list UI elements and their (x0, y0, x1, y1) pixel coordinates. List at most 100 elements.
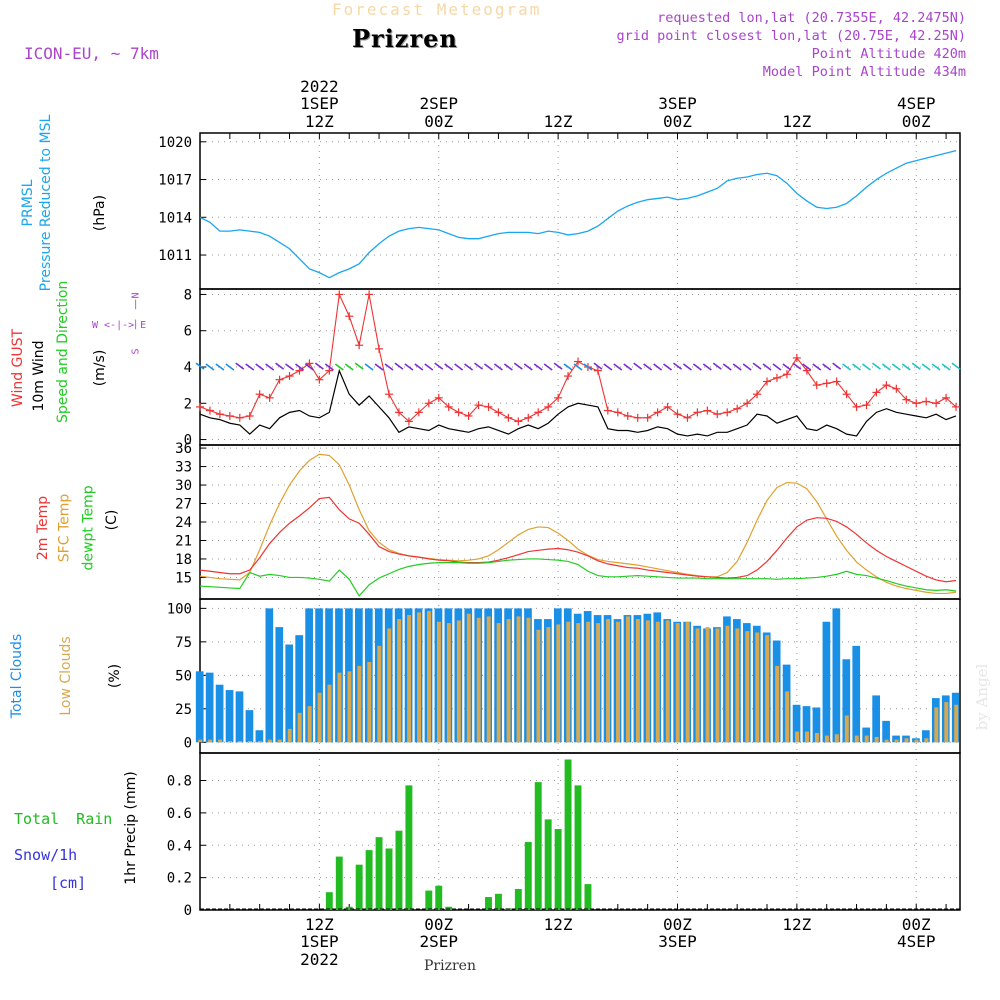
bar-low-clouds (287, 728, 292, 743)
wind-direction-arrow-icon (682, 363, 692, 371)
bar-low-clouds (576, 623, 581, 743)
y-tick-label: 25 (175, 702, 192, 718)
wind-direction-arrow-icon (732, 363, 742, 371)
bar-total-clouds (285, 644, 294, 743)
bar-low-clouds (228, 740, 233, 743)
bar-low-clouds (446, 623, 451, 743)
bar-low-clouds (337, 672, 342, 743)
y-tick-label: 1020 (158, 135, 192, 151)
wind-direction-arrow-icon (533, 363, 543, 371)
wind-direction-arrow-icon (205, 363, 215, 371)
bar-low-clouds (238, 740, 242, 743)
label-low-clouds: Low Clouds (58, 636, 74, 716)
wind-direction-arrow-icon (255, 363, 265, 371)
wind-direction-arrow-icon (294, 363, 304, 371)
time-label-top-hour: 00Z (902, 112, 931, 131)
wind-direction-arrow-icon (871, 362, 881, 370)
bar-low-clouds (397, 619, 402, 743)
bar-low-clouds (755, 632, 760, 743)
wind-direction-arrow-icon (762, 363, 772, 371)
wind-direction-arrow-icon (354, 362, 364, 370)
bar-low-clouds (665, 620, 670, 743)
wind-direction-arrow-icon (862, 363, 871, 371)
y-tick-label: 1014 (158, 210, 192, 226)
bar-low-clouds (874, 736, 879, 743)
wind-direction-arrow-icon (603, 363, 613, 371)
wind-direction-arrow-icon (842, 363, 852, 371)
time-label-top-hour: 00Z (424, 112, 453, 131)
bar-low-clouds (655, 621, 660, 743)
wind-direction-arrow-icon (484, 363, 493, 371)
bar-low-clouds (596, 623, 601, 743)
wind-direction-arrow-icon (593, 362, 603, 370)
time-label-top-hour: 12Z (305, 112, 334, 131)
bar-low-clouds (516, 616, 521, 743)
bar-low-clouds (347, 671, 352, 743)
y-tick-label: 21 (175, 533, 192, 549)
bar-total-clouds (852, 645, 861, 743)
bar-low-clouds (546, 627, 551, 743)
bar-low-clouds (277, 739, 282, 743)
bar-total-clouds (792, 704, 801, 743)
y-tick-label: 1011 (158, 248, 192, 264)
bar-low-clouds (894, 739, 899, 743)
bar-low-clouds (198, 739, 203, 743)
bar-low-clouds (795, 731, 800, 743)
wind-direction-arrow-icon (712, 362, 722, 370)
y-tick-label: 75 (175, 635, 192, 651)
footer-location: Prizren (424, 958, 476, 974)
bar-low-clouds (715, 628, 720, 743)
bar-total-clouds (922, 730, 930, 743)
wind-direction-arrow-icon (225, 363, 235, 371)
wind-direction-arrow-icon (543, 363, 553, 371)
time-label-top-year: 2022 (300, 77, 339, 96)
y-tick-label: 15 (175, 570, 192, 586)
bar-low-clouds (616, 621, 620, 743)
bar-low-clouds (387, 628, 392, 743)
bar-total-clouds (325, 608, 333, 743)
wind-direction-arrow-icon (742, 363, 752, 371)
bar-low-clouds (357, 665, 362, 743)
wind-direction-arrow-icon (324, 363, 334, 371)
bar-low-clouds (635, 619, 640, 743)
y-tick-label: 0 (184, 433, 192, 449)
bar-total-rain (584, 884, 592, 910)
series-line-10m-wind (199, 368, 957, 437)
y-tick-label: 6 (184, 324, 192, 340)
wind-direction-arrow-icon (404, 363, 414, 371)
bar-total-rain (425, 890, 433, 910)
bar-low-clouds (496, 623, 501, 743)
wind-direction-arrow-icon (334, 363, 344, 371)
wind-direction-arrow-icon (235, 362, 245, 370)
label-celsius: (C) (104, 509, 120, 531)
bar-low-clouds (695, 628, 700, 743)
label-sfc-temp: SFC Temp (56, 493, 73, 563)
bar-low-clouds (924, 738, 929, 743)
bar-total-rain (325, 892, 333, 910)
bar-total-clouds (195, 671, 204, 743)
bar-low-clouds (267, 739, 272, 743)
wind-direction-arrow-icon (474, 362, 484, 370)
bar-low-clouds (765, 635, 770, 743)
wind-direction-arrow-icon (444, 363, 454, 371)
bar-total-clouds (882, 720, 890, 743)
bar-total-rain (335, 856, 343, 910)
bar-low-clouds (317, 692, 322, 743)
bar-total-rain (514, 888, 522, 910)
wind-direction-arrow-icon (891, 363, 901, 371)
bar-low-clouds (407, 615, 412, 743)
wind-direction-arrow-icon (852, 363, 862, 371)
faint-title: Forecast Meteogram (332, 0, 542, 19)
bar-low-clouds (775, 665, 780, 743)
bar-total-rain (544, 819, 552, 910)
y-tick-label: 2 (184, 396, 192, 412)
model-label: ICON-EU, ~ 7km (24, 44, 159, 63)
bar-total-clouds (892, 735, 900, 743)
wind-direction-arrow-icon (265, 363, 275, 371)
compass-n: N (130, 292, 142, 299)
time-label-top-hour: 12Z (782, 112, 811, 131)
bar-total-clouds (832, 608, 841, 743)
label-prmsl: PRMSL (20, 179, 36, 227)
bar-low-clouds (844, 715, 849, 743)
